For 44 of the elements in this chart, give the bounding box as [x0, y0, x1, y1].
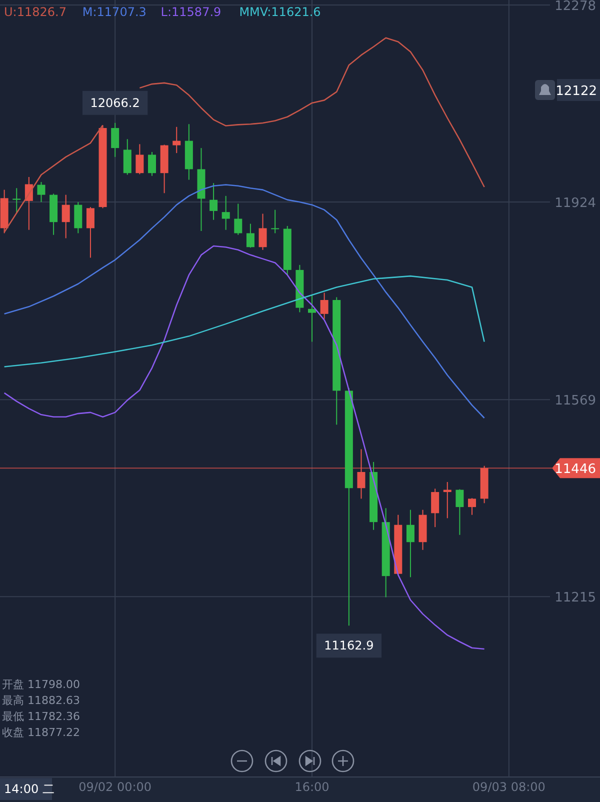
text: L:11587.9	[160, 5, 222, 19]
y-tick-label: 12278	[554, 0, 596, 14]
cursor-time-label: 14:00 二	[0, 778, 54, 800]
candlestick	[12, 188, 21, 214]
candlestick	[246, 223, 254, 248]
x-tick-label: 16:00	[294, 780, 330, 794]
candlestick	[111, 122, 120, 158]
y-tick-label: 11215	[554, 590, 596, 606]
line-series	[4, 245, 485, 650]
candlestick	[210, 182, 218, 220]
candlestick	[222, 195, 230, 230]
annotation: 11162.9	[324, 638, 374, 653]
candlestick	[123, 138, 132, 176]
candlestick	[271, 209, 280, 234]
candlestick	[37, 182, 46, 203]
candlestick	[62, 194, 70, 239]
candlestick	[406, 509, 414, 578]
text: MMV:11621.6	[239, 5, 321, 19]
annotation: 收盘 11877.22	[2, 726, 80, 739]
candlestick	[431, 488, 440, 528]
candlestick	[258, 213, 267, 250]
candlestick	[320, 292, 328, 320]
candlestick	[136, 144, 144, 175]
x-tick-label: 09/03 08:00	[472, 780, 546, 794]
y-tick-label: 11569	[554, 394, 596, 409]
candlestick	[86, 206, 94, 258]
annotation: 最高 11882.63	[2, 694, 80, 707]
y-tick-label: 11924	[554, 196, 596, 212]
text: M:11707.3	[82, 5, 146, 19]
annotation: 开盘 11798.00	[2, 678, 80, 691]
ref-line-label: 11446	[554, 462, 596, 478]
x-tick-label: 09/02 00:00	[78, 780, 152, 794]
annotation: 最低 11782.36	[2, 710, 80, 723]
candlestick	[172, 126, 181, 154]
annotation: 12122	[556, 84, 597, 99]
candlestick	[308, 294, 316, 342]
candlestick	[468, 498, 476, 516]
candlestick	[456, 488, 464, 536]
candlestick	[234, 203, 242, 236]
text: U:11826.7	[4, 5, 66, 19]
annotation: 12066.2	[90, 96, 140, 110]
candlestick	[74, 202, 82, 234]
candlestick	[148, 151, 156, 176]
candlestick	[443, 482, 452, 519]
